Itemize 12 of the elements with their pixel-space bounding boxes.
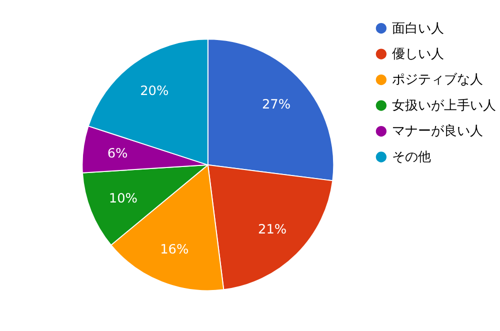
legend-label: その他 <box>392 150 432 165</box>
data-label: 20% <box>140 84 169 100</box>
data-label: 6% <box>107 146 128 162</box>
legend-label: 面白い人 <box>392 21 444 36</box>
legend-label: ポジティブな人 <box>392 72 484 88</box>
legend-label: 優しい人 <box>392 46 444 62</box>
data-label: 21% <box>258 222 287 238</box>
legend-label: マナーが良い人 <box>392 124 484 140</box>
data-label: 27% <box>262 98 291 113</box>
legend-label: 女扱いが上手い人 <box>392 98 496 114</box>
data-label: 16% <box>160 242 189 258</box>
data-label: 10% <box>108 191 138 206</box>
